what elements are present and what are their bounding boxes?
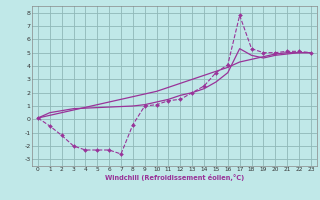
X-axis label: Windchill (Refroidissement éolien,°C): Windchill (Refroidissement éolien,°C) xyxy=(105,174,244,181)
